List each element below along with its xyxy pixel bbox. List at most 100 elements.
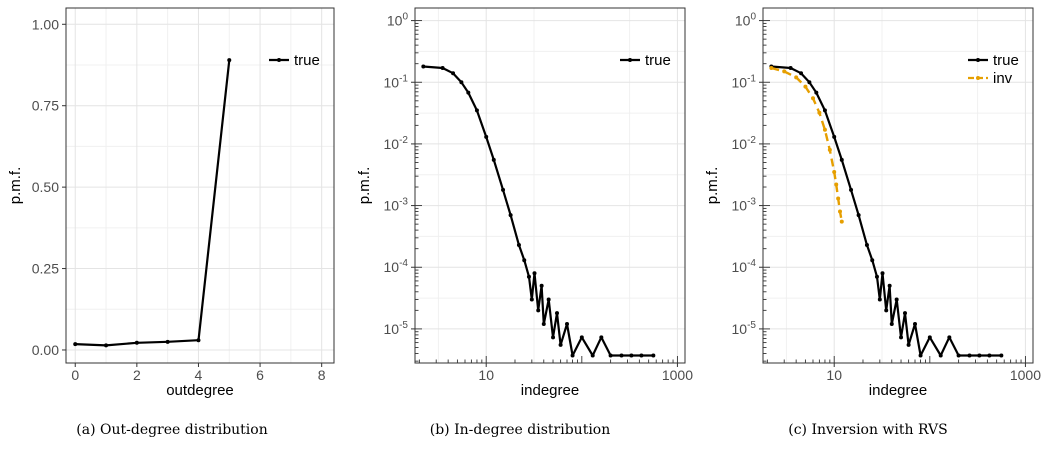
data-point-true [822,108,827,113]
data-point-true [938,353,943,358]
y-tick-label: 10-3 [384,197,409,214]
y-tick-label: 10-2 [384,135,409,152]
caption-c: (c) Inversion with RVS [788,422,948,438]
data-point-true [894,297,899,302]
x-tick-label: 4 [195,367,203,383]
data-point-true [104,343,109,348]
y-tick-label: 10-3 [732,197,757,214]
series-line-true [423,65,654,357]
data-point-true [651,353,656,358]
data-point-true [508,213,513,218]
data-point-inv [817,110,822,115]
caption-b-text: In-degree distribution [454,422,611,438]
data-point-true [522,258,527,263]
y-tick-label: 0.75 [32,98,59,114]
data-point-true [887,283,892,288]
data-point-true [440,66,445,71]
legend-key-point-true [628,58,632,62]
data-point-true [967,353,972,358]
data-point-true [466,90,471,95]
data-point-true [999,353,1004,358]
data-point-true [956,353,961,358]
data-point-inv [794,75,799,80]
data-point-true [987,353,992,358]
x-tick-label: 1000 [1010,367,1041,383]
chart-panel-1: 10 1000 10-5 10-4 10-3 10-2 10-1 100 indegree p.m… [356,7,693,399]
data-point-true [927,335,932,340]
caption-c-text: Inversion with RVS [811,422,948,438]
series-line-true [75,59,231,347]
data-point-inv [834,182,839,187]
data-point-true [196,338,201,343]
data-point-true [536,308,541,313]
y-tick-label: 100 [387,12,409,29]
data-point-inv [769,66,774,71]
data-point-true [541,322,546,327]
chart-panel-2: 10 1000 10-5 10-4 10-3 10-2 10-1 100 indegree p.m… [704,7,1041,399]
data-point-true [484,134,489,139]
y-tick-label: 10-1 [384,73,409,90]
data-point-true [608,353,613,358]
data-point-true [807,80,812,85]
data-point-true [227,58,232,63]
data-point-true [451,71,456,76]
data-point-true [880,271,885,276]
series-line-true [771,65,1002,357]
x-axis-title: outdegree [166,382,234,399]
data-point-true [551,335,556,340]
legend-key-point-true [277,58,281,62]
data-point-true [579,335,584,340]
data-point-true [639,353,644,358]
x-tick-label: 1000 [662,367,693,383]
data-point-true [839,157,844,162]
data-point-true [906,342,911,347]
data-point-true [977,353,982,358]
data-point-true [501,187,506,192]
y-tick-label: 100 [735,12,757,29]
y-tick-label: 0.00 [32,342,59,358]
plot-border [762,7,1034,364]
legend-label-true: true [993,52,1019,69]
data-point-inv [822,127,827,132]
data-point-true [590,353,595,358]
data-point-true [849,187,854,192]
data-point-inv [782,69,787,74]
data-point-true [947,335,952,340]
data-point-true [558,342,563,347]
data-point-true [134,340,139,345]
caption-a-text: Out-degree distribution [100,422,268,438]
data-point-true [814,90,819,95]
data-point-true [832,134,837,139]
data-point-inv [810,96,815,101]
data-point-true [554,311,559,316]
y-axis-title: p.m.f. [7,167,24,205]
data-point-true [864,242,869,247]
data-point-inv [827,147,832,152]
data-point-true [539,283,544,288]
data-point-true [526,274,531,279]
data-point-true [421,64,426,69]
data-point-inv [836,196,841,201]
data-point-true [918,353,923,358]
data-point-true [529,297,534,302]
x-tick-label: 2 [133,367,141,383]
caption-b: (b) In-degree distribution [430,422,611,438]
data-point-true [874,274,879,279]
data-point-true [799,71,804,76]
data-point-true [788,66,793,71]
data-point-inv [803,84,808,89]
legend-label-true: true [645,52,671,69]
data-point-true [899,335,904,340]
data-point-true [877,297,882,302]
caption-c-label: (c) [788,422,808,438]
y-tick-label: 10-1 [732,73,757,90]
data-point-true [474,108,479,113]
chart-panel-0: 0 2 4 6 8 0.00 0.25 0.50 0.75 1.00 outdegree p.m.f.… [7,7,335,399]
data-point-true [870,258,875,263]
x-tick-label: 0 [71,367,79,383]
y-tick-label: 10-2 [732,135,757,152]
data-point-true [884,308,889,313]
x-axis-title: indegree [521,382,579,399]
data-point-true [516,242,521,247]
